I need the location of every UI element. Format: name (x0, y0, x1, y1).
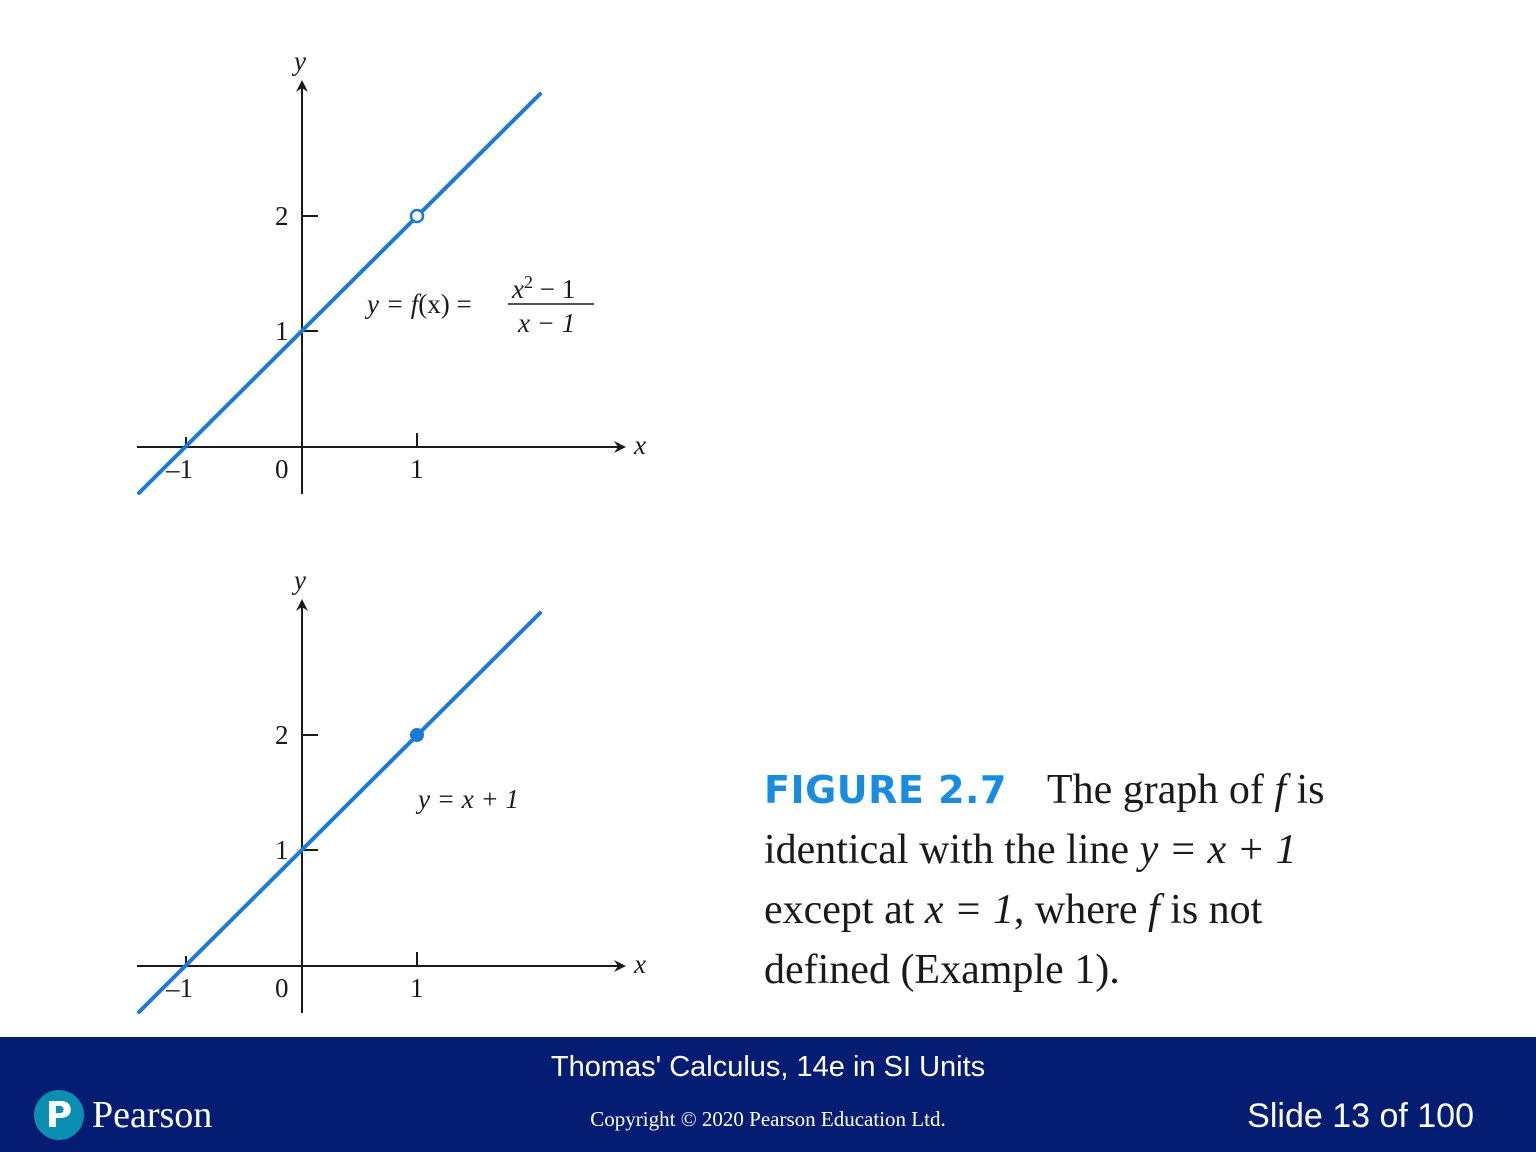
y-tick-label-2: 2 (275, 201, 289, 231)
caption-line-4: defined (Example 1). (764, 947, 1120, 993)
book-title: Thomas' Calculus, 14e in SI Units (550, 1051, 986, 1083)
filled-point (410, 728, 424, 742)
x-tick-label-1: 1 (410, 973, 424, 1003)
svg-text:x2 − 1: x2 − 1 (511, 272, 575, 304)
slide-number: Slide 13 of 100 (1247, 1097, 1474, 1135)
origin-label: 0 (275, 973, 289, 1003)
x-tick-label-neg1: –1 (165, 454, 193, 484)
figure-label: FIGURE 2.7 (764, 768, 1007, 812)
svg-text:x − 1: x − 1 (517, 308, 575, 338)
pearson-logo: P Pearson (34, 1087, 212, 1143)
x-tick-label-neg1: –1 (165, 973, 193, 1003)
graph-line (137, 611, 542, 1014)
pearson-p-icon: P (34, 1090, 84, 1140)
hole-point (409, 208, 425, 224)
graph-line (137, 92, 542, 495)
pearson-wordmark: Pearson (92, 1094, 213, 1136)
origin-label: 0 (275, 454, 289, 484)
function-equation: y = f(x) = x2 − 1 x − 1 (364, 272, 594, 338)
x-axis-label: x (633, 430, 646, 460)
copyright-notice: Copyright © 2020 Pearson Education Ltd. (590, 1107, 946, 1131)
x-axis-label: x (633, 949, 646, 979)
figure-caption: FIGURE 2.7 The graph of f is identical wi… (764, 760, 1484, 1000)
x-tick-label-1: 1 (410, 454, 424, 484)
caption-line-1: FIGURE 2.7 The graph of f is (764, 767, 1325, 813)
caption-line-2: identical with the line y = x + 1 (764, 827, 1297, 873)
y-tick-label-1: 1 (275, 835, 289, 865)
y-tick-label-1: 1 (275, 316, 289, 346)
footer-bar: P Pearson Thomas' Calculus, 14e in SI Un… (0, 1037, 1536, 1152)
y-tick-label-2: 2 (275, 720, 289, 750)
y-axis-label: y (291, 46, 306, 76)
caption-line-3: except at x = 1, where f is not (764, 887, 1263, 933)
graph-linear: x y –1 0 1 1 2 y = x + 1 (137, 565, 646, 1014)
svg-text:y = f(x) =: y = f(x) = (364, 289, 472, 319)
graph-f-rational: x y –1 0 1 1 2 y = f(x) = x2 − 1 x − 1 (137, 46, 646, 495)
line-equation: y = x + 1 (415, 784, 519, 814)
y-axis-label: y (291, 565, 306, 595)
